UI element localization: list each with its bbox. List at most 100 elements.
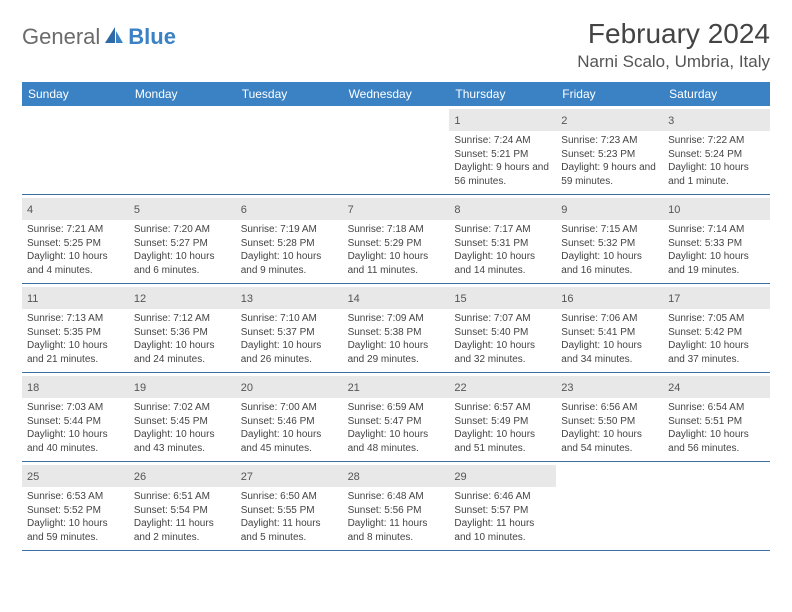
day-cell: 26Sunrise: 6:51 AMSunset: 5:54 PMDayligh…	[129, 462, 236, 550]
day-number-row: 20	[236, 376, 343, 398]
sunset-line: Sunset: 5:47 PM	[348, 415, 445, 429]
sunset-line: Sunset: 5:57 PM	[454, 504, 551, 518]
day-number: 27	[241, 471, 253, 483]
sunrise-line: Sunrise: 7:24 AM	[454, 134, 551, 148]
daylight-line: Daylight: 11 hours and 5 minutes.	[241, 517, 338, 544]
sunrise-line: Sunrise: 7:02 AM	[134, 401, 231, 415]
day-number-row: 21	[343, 376, 450, 398]
day-number: 5	[134, 204, 140, 216]
day-cell	[22, 106, 129, 194]
day-number-row: 7	[343, 198, 450, 220]
sunrise-line: Sunrise: 7:19 AM	[241, 223, 338, 237]
sun-info: Sunrise: 7:12 AMSunset: 5:36 PMDaylight:…	[134, 312, 231, 366]
sun-info: Sunrise: 7:24 AMSunset: 5:21 PMDaylight:…	[454, 134, 551, 188]
page-title: February 2024	[577, 18, 770, 50]
sunrise-line: Sunrise: 6:57 AM	[454, 401, 551, 415]
sunset-line: Sunset: 5:36 PM	[134, 326, 231, 340]
day-cell: 21 Sunrise: 6:59 AMSunset: 5:47 PMDayligh…	[343, 373, 450, 461]
week-row: 1 Sunrise: 7:24 AMSunset: 5:21 PMDaylight…	[22, 106, 770, 195]
day-cell: 18 Sunrise: 7:03 AMSunset: 5:44 PMDayligh…	[22, 373, 129, 461]
sunrise-line: Sunrise: 7:21 AM	[27, 223, 124, 237]
daylight-line: Daylight: 10 hours and 40 minutes.	[27, 428, 124, 455]
sunset-line: Sunset: 5:33 PM	[668, 237, 765, 251]
day-header: Tuesday	[236, 82, 343, 106]
day-cell: 27 Sunrise: 6:50 AMSunset: 5:55 PMDayligh…	[236, 462, 343, 550]
sun-info: Sunrise: 6:57 AMSunset: 5:49 PMDaylight:…	[454, 401, 551, 455]
day-number: 8	[454, 204, 460, 216]
sun-info: Sunrise: 7:10 AMSunset: 5:37 PMDaylight:…	[241, 312, 338, 366]
daylight-line: Daylight: 10 hours and 11 minutes.	[348, 250, 445, 277]
day-number-row: 15	[449, 287, 556, 309]
sun-info: Sunrise: 7:15 AMSunset: 5:32 PMDaylight:…	[561, 223, 658, 277]
sunset-line: Sunset: 5:54 PM	[134, 504, 231, 518]
daylight-line: Daylight: 10 hours and 24 minutes.	[134, 339, 231, 366]
week-row: 25 Sunrise: 6:53 AMSunset: 5:52 PMDayligh…	[22, 462, 770, 551]
sun-info: Sunrise: 7:14 AMSunset: 5:33 PMDaylight:…	[668, 223, 765, 277]
sunrise-line: Sunrise: 6:54 AM	[668, 401, 765, 415]
day-number: 11	[27, 293, 38, 305]
sunrise-line: Sunrise: 7:17 AM	[454, 223, 551, 237]
day-cell: 25 Sunrise: 6:53 AMSunset: 5:52 PMDayligh…	[22, 462, 129, 550]
day-cell: 29 Sunrise: 6:46 AMSunset: 5:57 PMDayligh…	[449, 462, 556, 550]
day-number-row: 12	[129, 287, 236, 309]
day-number: 16	[561, 293, 573, 305]
sunrise-line: Sunrise: 7:05 AM	[668, 312, 765, 326]
day-number-row: 11	[22, 287, 129, 309]
sunrise-line: Sunrise: 7:13 AM	[27, 312, 124, 326]
sunrise-line: Sunrise: 6:59 AM	[348, 401, 445, 415]
day-number-row: 28	[343, 465, 450, 487]
day-cell	[556, 462, 663, 550]
sunset-line: Sunset: 5:56 PM	[348, 504, 445, 518]
day-number: 24	[668, 382, 680, 394]
day-number: 6	[241, 204, 247, 216]
daylight-line: Daylight: 10 hours and 56 minutes.	[668, 428, 765, 455]
day-cell: 28Sunrise: 6:48 AMSunset: 5:56 PMDayligh…	[343, 462, 450, 550]
daylight-line: Daylight: 10 hours and 9 minutes.	[241, 250, 338, 277]
sunset-line: Sunset: 5:44 PM	[27, 415, 124, 429]
day-cell: 8Sunrise: 7:17 AMSunset: 5:31 PMDaylight…	[449, 195, 556, 283]
day-number: 3	[668, 115, 674, 127]
day-number-row: 4	[22, 198, 129, 220]
location-label: Narni Scalo, Umbria, Italy	[577, 52, 770, 72]
sun-info: Sunrise: 7:23 AMSunset: 5:23 PMDaylight:…	[561, 134, 658, 188]
sunrise-line: Sunrise: 7:22 AM	[668, 134, 765, 148]
day-header: Saturday	[663, 82, 770, 106]
sunset-line: Sunset: 5:21 PM	[454, 148, 551, 162]
day-cell: 14Sunrise: 7:09 AMSunset: 5:38 PMDayligh…	[343, 284, 450, 372]
day-number-row: 13	[236, 287, 343, 309]
day-number: 18	[27, 382, 39, 394]
day-number-row: 6	[236, 198, 343, 220]
sunrise-line: Sunrise: 7:18 AM	[348, 223, 445, 237]
day-number: 29	[454, 471, 466, 483]
day-number-row: 14	[343, 287, 450, 309]
sun-info: Sunrise: 6:53 AMSunset: 5:52 PMDaylight:…	[27, 490, 124, 544]
sunset-line: Sunset: 5:55 PM	[241, 504, 338, 518]
title-block: February 2024 Narni Scalo, Umbria, Italy	[577, 18, 770, 72]
daylight-line: Daylight: 10 hours and 4 minutes.	[27, 250, 124, 277]
sunset-line: Sunset: 5:29 PM	[348, 237, 445, 251]
sunrise-line: Sunrise: 7:03 AM	[27, 401, 124, 415]
day-header: Thursday	[449, 82, 556, 106]
daylight-line: Daylight: 10 hours and 16 minutes.	[561, 250, 658, 277]
day-number-row: 18	[22, 376, 129, 398]
day-number: 25	[27, 471, 39, 483]
sail-icon	[103, 25, 125, 50]
day-header: Monday	[129, 82, 236, 106]
sunrise-line: Sunrise: 7:00 AM	[241, 401, 338, 415]
sunrise-line: Sunrise: 7:07 AM	[454, 312, 551, 326]
sunset-line: Sunset: 5:37 PM	[241, 326, 338, 340]
sunrise-line: Sunrise: 6:50 AM	[241, 490, 338, 504]
sunset-line: Sunset: 5:40 PM	[454, 326, 551, 340]
daylight-line: Daylight: 10 hours and 45 minutes.	[241, 428, 338, 455]
day-number: 4	[27, 204, 33, 216]
sun-info: Sunrise: 6:59 AMSunset: 5:47 PMDaylight:…	[348, 401, 445, 455]
day-cell: 20Sunrise: 7:00 AMSunset: 5:46 PMDayligh…	[236, 373, 343, 461]
daylight-line: Daylight: 10 hours and 26 minutes.	[241, 339, 338, 366]
sun-info: Sunrise: 6:46 AMSunset: 5:57 PMDaylight:…	[454, 490, 551, 544]
day-number-row: 1	[449, 109, 556, 131]
day-number-row: 29	[449, 465, 556, 487]
sun-info: Sunrise: 7:03 AMSunset: 5:44 PMDaylight:…	[27, 401, 124, 455]
sun-info: Sunrise: 6:51 AMSunset: 5:54 PMDaylight:…	[134, 490, 231, 544]
sunset-line: Sunset: 5:49 PM	[454, 415, 551, 429]
daylight-line: Daylight: 10 hours and 6 minutes.	[134, 250, 231, 277]
